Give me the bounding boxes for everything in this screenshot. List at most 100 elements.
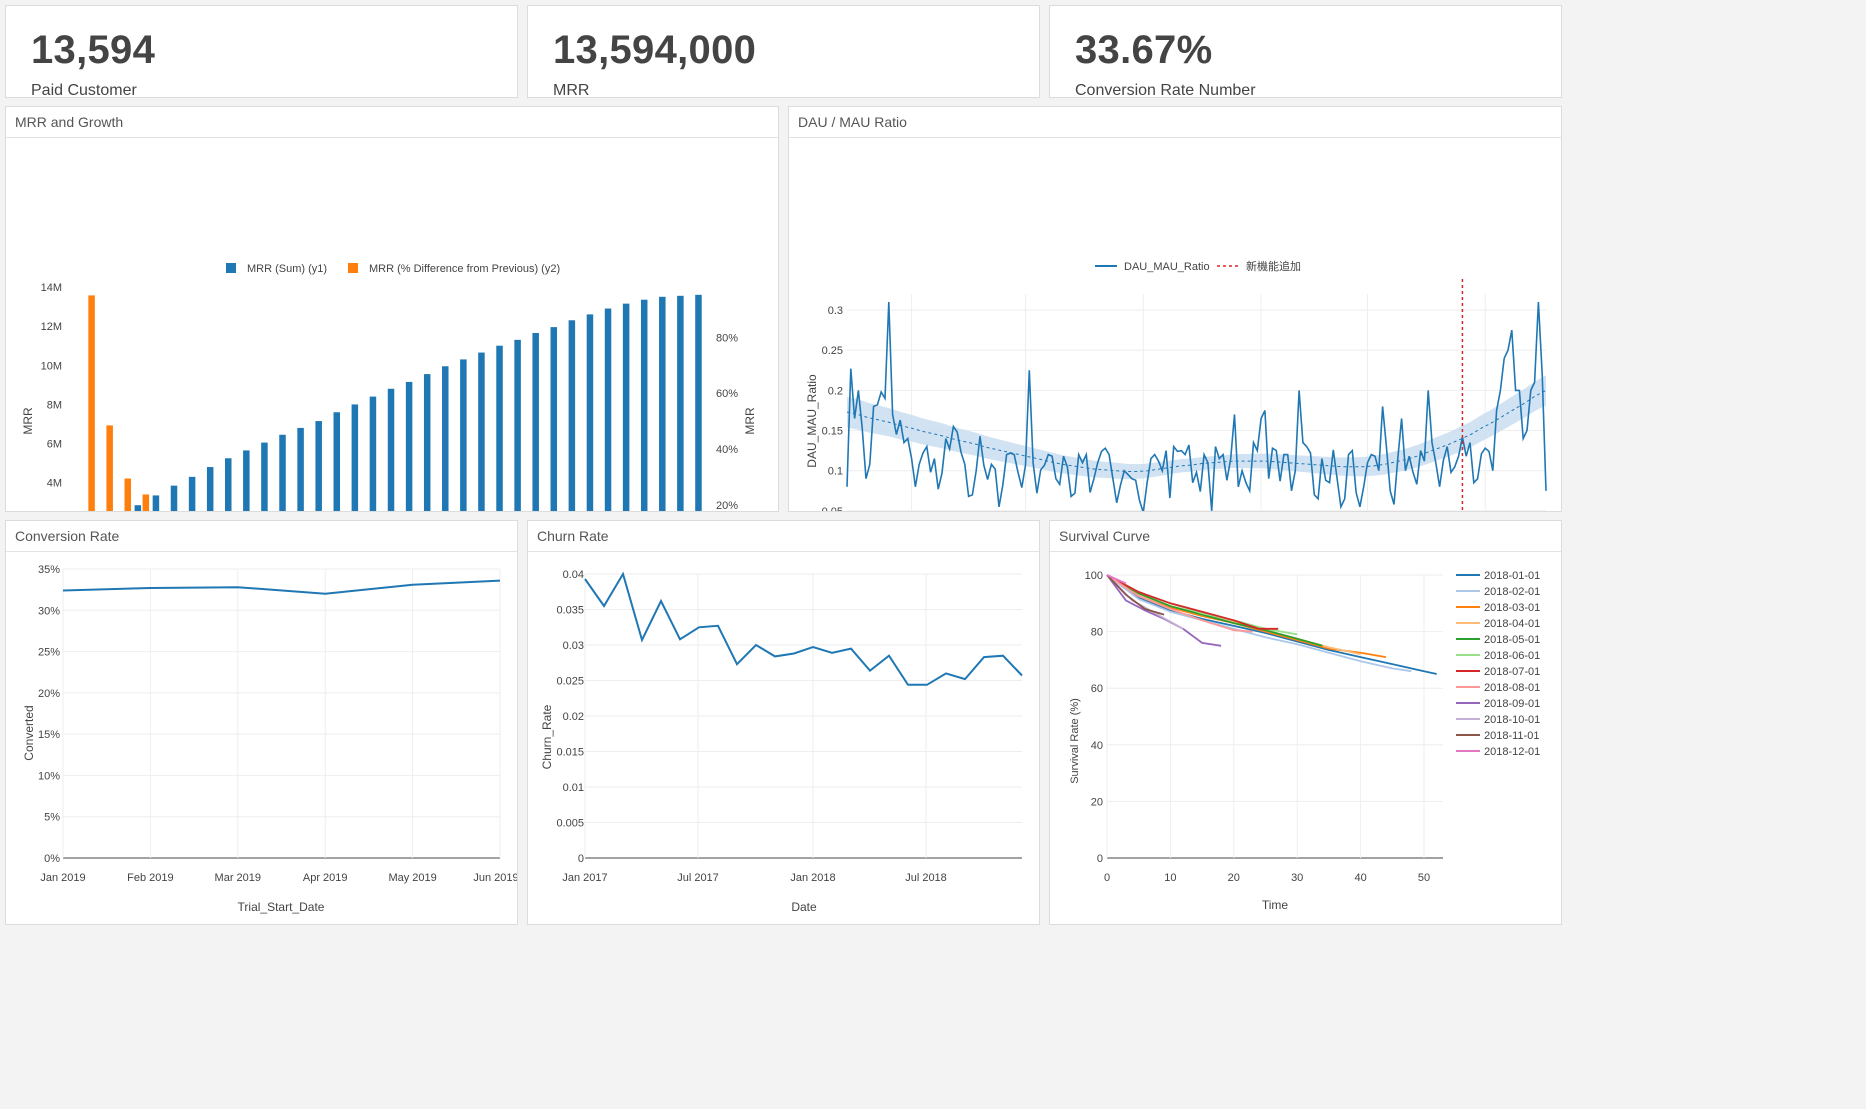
- series-line-survival: [1106, 574, 1127, 585]
- bar-mrr: [423, 374, 431, 511]
- trend-line: [846, 389, 1547, 472]
- x-tick-label: Jan 2017: [562, 872, 607, 884]
- bar-mrr: [514, 339, 521, 511]
- bar-mrr: [369, 396, 377, 511]
- panel-dau-mau: DAU / MAU Ratio 00.050.10.150.20.250.3No…: [788, 106, 1562, 512]
- y-tick-label: 60: [1091, 683, 1103, 695]
- y-tick-label: 0.04: [563, 569, 584, 581]
- y-tick-label: 20%: [38, 688, 60, 700]
- y2-tick-label: 60%: [716, 388, 738, 400]
- legend-label: 2018-04-01: [1484, 618, 1540, 630]
- y-tick-label: 0%: [44, 853, 60, 865]
- y-tick-label: 8M: [47, 399, 62, 411]
- bar-mrr: [297, 427, 304, 511]
- y-tick-label: 0.2: [828, 385, 843, 397]
- y-tick-label: 0: [578, 853, 584, 865]
- series-line-survival: [1106, 574, 1253, 633]
- y-axis-title: MRR: [21, 407, 35, 435]
- y-axis-title: DAU_MAU_Ratio: [805, 374, 819, 468]
- bar-mrr: [134, 505, 142, 511]
- y-tick-label: 40: [1091, 740, 1103, 752]
- bar-mrr: [243, 450, 250, 511]
- kpi-label: Conversion Rate Number: [1075, 82, 1256, 99]
- legend-label: 2018-11-01: [1484, 730, 1539, 742]
- y-tick-label: 20: [1091, 796, 1103, 808]
- x-tick-label: 30: [1291, 872, 1303, 884]
- legend-label: 2018-03-01: [1484, 602, 1540, 614]
- x-tick-label: Jun 2019: [473, 872, 517, 884]
- series-line-survival: [1106, 574, 1387, 658]
- x-tick-label: 0: [1104, 872, 1110, 884]
- y-tick-label: 14M: [41, 282, 62, 294]
- bar-mrr: [478, 352, 485, 511]
- bar-mrr: [333, 412, 341, 511]
- y-tick-label: 80: [1091, 627, 1103, 639]
- bar-mrr: [170, 485, 178, 511]
- series-line-survival: [1106, 574, 1412, 673]
- series-line-conversion: [62, 579, 501, 595]
- y-tick-label: 0.005: [556, 818, 584, 830]
- y-tick-label: 0: [1097, 853, 1103, 865]
- x-tick-label: Jul 2018: [905, 872, 947, 884]
- y-tick-label: 30%: [38, 605, 60, 617]
- bar-mrr: [315, 421, 322, 511]
- kpi-card-conversion-rate: 33.67% Conversion Rate Number: [1049, 5, 1562, 99]
- bar-mrr: [568, 320, 576, 511]
- x-tick-label: 20: [1228, 872, 1240, 884]
- y-tick-label: 100: [1085, 570, 1103, 582]
- bar-mrr: [532, 332, 539, 511]
- y-tick-label: 5%: [44, 812, 60, 824]
- legend-label: 2018-02-01: [1484, 586, 1540, 598]
- x-tick-label: 50: [1418, 872, 1430, 884]
- y-tick-label: 12M: [41, 321, 62, 333]
- y2-axis-title: MRR: [743, 407, 757, 435]
- kpi-label: Paid Customer: [31, 82, 137, 99]
- legend-label: 2018-01-01: [1484, 570, 1540, 582]
- x-axis-title: Date: [791, 900, 817, 914]
- kpi-value: 13,594,000: [553, 28, 757, 72]
- kpi-value: 13,594: [31, 28, 156, 72]
- bar-mrr: [677, 295, 684, 511]
- x-axis-title: Time: [1262, 898, 1289, 912]
- mrr-chart: MRR (Sum) (y1) MRR (% Difference from Pre…: [21, 263, 757, 511]
- bar-mrr: [387, 388, 395, 511]
- bar-mrr-diff: [88, 295, 95, 511]
- x-tick-label: Feb 2019: [127, 872, 173, 884]
- bar-mrr: [622, 303, 630, 511]
- y-axis-title: Survival Rate (%): [1069, 698, 1081, 784]
- legend-label: MRR (% Difference from Previous) (y2): [369, 263, 560, 275]
- bar-mrr: [640, 299, 648, 511]
- legend-label: 2018-07-01: [1484, 666, 1540, 678]
- bar-mrr: [152, 495, 160, 511]
- panel-mrr-growth: MRR and Growth MRR (Sum) (y1) MRR (% Diff…: [5, 106, 779, 512]
- bar-mrr: [496, 345, 503, 511]
- dau-mau-chart: 00.050.10.150.20.250.3Nov 2016Dec 2016Ja…: [805, 259, 1547, 511]
- bar-mrr-diff: [106, 425, 113, 511]
- bar-mrr: [279, 434, 286, 511]
- bar-mrr: [261, 442, 268, 511]
- panel-conversion-rate: Conversion Rate 0% 5% 10% 15% 20% 25% 30% 35% Ja…: [5, 520, 518, 925]
- y-tick-label: 35%: [38, 564, 60, 576]
- x-tick-label: Mar 2019: [215, 872, 261, 884]
- panel-survival-curve: Survival Curve 0 20 40 60 80 100 0 10 20 30 40 50 20…: [1049, 520, 1562, 925]
- series-line-survival: [1106, 574, 1437, 675]
- series-line-churn: [584, 571, 1023, 686]
- x-axis-title: Trial_Start_Date: [238, 900, 325, 914]
- y-tick-label: 0.035: [556, 605, 584, 617]
- survival-chart: 0 20 40 60 80 100 0 10 20 30 40 50 2018-01-01 2018-02…: [1069, 570, 1540, 912]
- kpi-label: MRR: [553, 82, 590, 99]
- legend-label: DAU_MAU_Ratio: [1124, 261, 1210, 273]
- legend-label: 2018-10-01: [1484, 714, 1540, 726]
- series-line-survival: [1106, 574, 1279, 630]
- y-axis-title: Churn_Rate: [540, 704, 554, 769]
- y-tick-label: 0.15: [822, 426, 843, 438]
- x-tick-label: Apr 2019: [303, 872, 348, 884]
- panel-title: Survival Curve: [1050, 521, 1561, 552]
- x-tick-label: 10: [1164, 872, 1176, 884]
- bar-mrr: [695, 294, 702, 511]
- panel-churn-rate: Churn Rate 0 0.005 0.01 0.015 0.02 0.025 0.03 0…: [527, 520, 1040, 925]
- legend-label: 新機能追加: [1246, 259, 1301, 273]
- bar-mrr: [442, 366, 449, 511]
- panel-title: Churn Rate: [528, 521, 1039, 552]
- y2-tick-label: 40%: [716, 444, 738, 456]
